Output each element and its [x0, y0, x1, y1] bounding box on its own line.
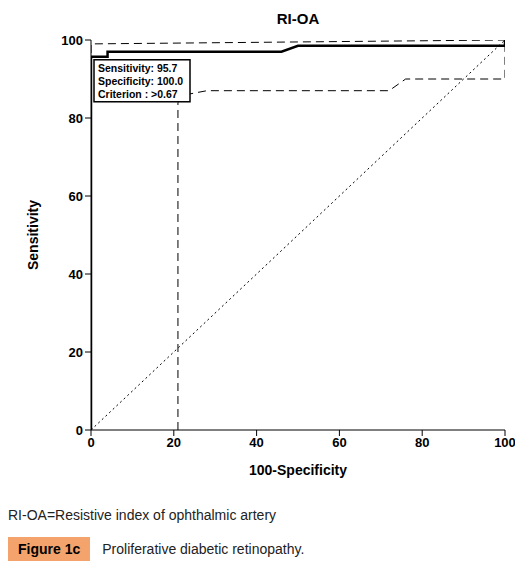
svg-text:0: 0: [87, 435, 94, 450]
svg-text:20: 20: [69, 345, 83, 360]
svg-text:60: 60: [332, 435, 346, 450]
svg-text:100-Specificity: 100-Specificity: [249, 462, 347, 478]
svg-text:0: 0: [76, 423, 83, 438]
svg-text:80: 80: [415, 435, 429, 450]
html-text:Figure 1c: Figure 1c: [18, 541, 81, 557]
svg-text:40: 40: [249, 435, 263, 450]
svg-text:60: 60: [69, 189, 83, 204]
svg-text:Specificity: 100.0: Specificity: 100.0: [98, 75, 183, 87]
html-text:RI-OA: RI-OA: [276, 10, 320, 27]
svg-text:100: 100: [61, 33, 83, 48]
html-text:RI-OA=Resistive index of ophth: RI-OA=Resistive index of ophthalmic arte…: [8, 507, 277, 523]
svg-text:Criterion : >0.67: Criterion : >0.67: [98, 88, 178, 100]
svg-text:80: 80: [69, 111, 83, 126]
svg-text:Sensitivity: Sensitivity: [25, 200, 41, 270]
svg-text:40: 40: [69, 267, 83, 282]
svg-text:Sensitivity: 95.7: Sensitivity: 95.7: [98, 62, 178, 74]
svg-text:100: 100: [494, 435, 515, 450]
html-text:Proliferative diabetic retinop: Proliferative diabetic retinopathy.: [102, 541, 305, 557]
svg-text:20: 20: [167, 435, 181, 450]
